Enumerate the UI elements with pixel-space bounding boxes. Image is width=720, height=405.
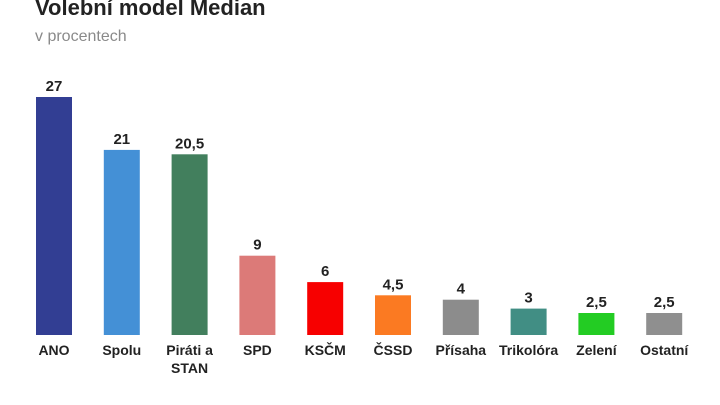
category-label-7: Trikolóra bbox=[499, 342, 558, 358]
value-label-4: 6 bbox=[321, 263, 329, 280]
bar-1 bbox=[103, 149, 140, 335]
bar-4 bbox=[307, 282, 344, 335]
category-label-3: SPD bbox=[243, 342, 272, 358]
bars-layer bbox=[36, 97, 683, 335]
bar-8 bbox=[578, 313, 615, 335]
category-labels-layer: ANO Spolu Piráti a STAN SPD KSČM ČSSD Přísaha Tr… bbox=[38, 341, 689, 376]
category-label-0-line-0: ANO bbox=[38, 342, 69, 358]
category-label-7-line-0: Trikolóra bbox=[499, 342, 558, 358]
category-label-9: Ostatní bbox=[640, 342, 689, 358]
category-label-1: Spolu bbox=[102, 342, 141, 358]
value-label-6: 4 bbox=[457, 281, 466, 298]
category-label-1-line-0: Spolu bbox=[102, 342, 141, 358]
bar-6 bbox=[442, 299, 479, 335]
value-label-7: 3 bbox=[524, 290, 532, 307]
value-labels-layer: 27 21 20,5 9 6 4,5 4 3 2,5 2,5 bbox=[46, 78, 675, 311]
bar-5 bbox=[375, 295, 411, 335]
value-label-3: 9 bbox=[253, 237, 261, 254]
bar-2 bbox=[171, 154, 208, 335]
bar-9 bbox=[646, 313, 683, 335]
value-label-0: 27 bbox=[46, 78, 63, 95]
category-label-2-line-0: Piráti a bbox=[166, 342, 213, 358]
category-label-5: ČSSD bbox=[374, 341, 413, 358]
value-label-1: 21 bbox=[113, 131, 130, 148]
bar-0 bbox=[36, 97, 72, 335]
chart-subtitle: v procentech bbox=[35, 28, 127, 45]
category-label-3-line-0: SPD bbox=[243, 342, 272, 358]
category-label-0: ANO bbox=[38, 342, 69, 358]
category-label-2: Piráti a STAN bbox=[166, 342, 213, 376]
category-label-6-line-0: Přísaha bbox=[436, 342, 487, 358]
value-label-5: 4,5 bbox=[383, 276, 404, 293]
chart-title: Volební model Median bbox=[35, 0, 266, 20]
category-label-9-line-0: Ostatní bbox=[640, 342, 689, 358]
bar-7 bbox=[510, 308, 547, 335]
category-label-4: KSČM bbox=[305, 341, 346, 358]
value-label-2: 20,5 bbox=[175, 135, 204, 152]
category-label-4-line-0: KSČM bbox=[305, 341, 346, 358]
value-label-8: 2,5 bbox=[586, 294, 607, 311]
category-label-6: Přísaha bbox=[436, 342, 487, 358]
category-label-8-line-0: Zelení bbox=[576, 342, 618, 358]
bar-3 bbox=[239, 255, 276, 335]
category-label-5-line-0: ČSSD bbox=[374, 341, 413, 358]
value-label-9: 2,5 bbox=[654, 294, 675, 311]
category-label-8: Zelení bbox=[576, 342, 618, 358]
category-label-2-line-1: STAN bbox=[171, 360, 208, 376]
